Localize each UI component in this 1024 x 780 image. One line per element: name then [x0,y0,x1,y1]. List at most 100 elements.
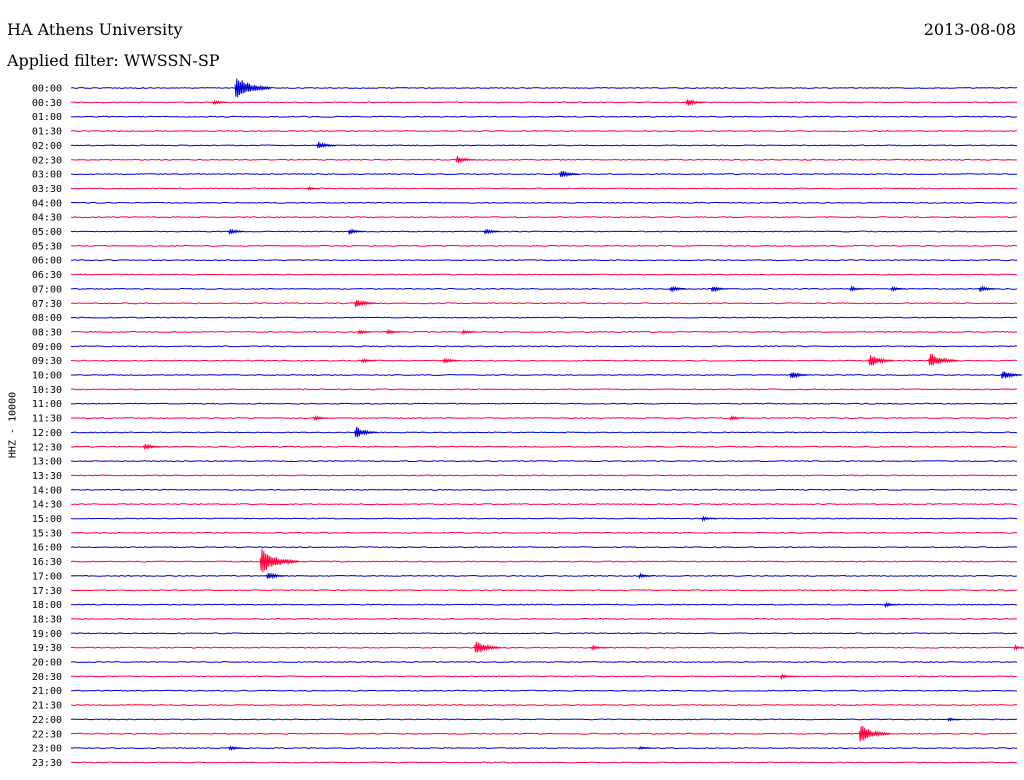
trace-0530 [70,244,1018,247]
row-label-1330: 13:30 [32,471,62,482]
row-label-1730: 17:30 [32,586,62,597]
event-burst-1930-37 [1013,643,1024,651]
trace-1100 [70,402,1018,405]
row-label-1200: 12:00 [32,428,62,439]
trace-0300 [70,173,1018,176]
row-label-2300: 23:00 [32,744,62,755]
event-burst-2200-39 [947,717,961,722]
row-label-2330: 23:30 [32,758,62,769]
event-burst-0700-10 [669,285,687,293]
event-burst-0500-8 [348,228,365,235]
trace-0330 [70,187,1018,190]
event-burst-0830-18 [461,329,477,336]
event-burst-0500-9 [483,228,501,236]
trace-0130 [70,130,1018,133]
row-label-0230: 02:30 [32,155,62,166]
row-label-1130: 11:30 [32,414,62,425]
event-burst-1130-26 [729,415,745,422]
row-label-1700: 17:00 [32,571,62,582]
row-label-1030: 10:30 [32,385,62,396]
trace-1430 [70,503,1018,506]
row-label-0700: 07:00 [32,284,62,295]
row-label-2200: 22:00 [32,715,62,726]
trace-0200 [70,144,1017,147]
trace-0030 [71,101,1018,104]
row-label-1000: 10:00 [32,371,62,382]
row-label-0200: 02:00 [32,141,62,152]
event-burst-1630-31 [259,548,300,573]
trace-1900 [70,632,1018,635]
event-burst-1130-25 [313,415,329,422]
station-title: HA Athens University [7,20,183,39]
trace-2130 [70,704,1018,707]
trace-0500 [70,230,1018,233]
event-burst-0030-2 [685,98,706,106]
event-burst-2300-41 [228,744,244,752]
trace-0400 [70,201,1018,204]
row-label-1100: 11:00 [32,399,62,410]
event-burst-0700-14 [978,285,996,293]
event-burst-1930-35 [474,641,502,653]
event-burst-0730-15 [354,299,376,308]
trace-1330 [70,474,1018,477]
event-burst-0500-7 [228,228,246,236]
row-label-0000: 00:00 [32,84,62,95]
event-burst-2030-38 [780,674,796,681]
event-burst-0700-13 [890,285,906,293]
filter-label: Applied filter: WWSSN-SP [7,51,220,70]
event-burst-0830-16 [357,329,373,335]
row-label-0600: 06:00 [32,256,62,267]
event-burst-1700-33 [638,572,654,580]
trace-0700 [70,287,1018,290]
event-burst-2300-42 [638,745,652,750]
row-label-0430: 04:30 [32,213,62,224]
trace-0600 [70,259,1017,262]
trace-0800 [71,316,1018,319]
event-burst-1000-23 [789,372,810,379]
row-label-1800: 18:00 [32,600,62,611]
row-label-0100: 01:00 [32,112,62,123]
row-label-1430: 14:30 [32,500,62,511]
event-burst-0700-11 [710,286,728,293]
trace-2200 [70,718,1018,721]
row-label-2000: 20:00 [32,658,62,669]
event-burst-0930-20 [442,357,460,365]
event-burst-0930-19 [360,358,376,364]
row-label-2030: 20:30 [32,672,62,683]
event-burst-0700-12 [849,284,865,293]
row-label-0330: 03:30 [32,184,62,195]
trace-0900 [70,345,1017,348]
row-label-0830: 08:30 [32,327,62,338]
trace-0930 [70,359,1018,362]
trace-1730 [70,589,1018,592]
event-burst-0830-17 [385,328,401,335]
row-label-0030: 00:30 [32,98,62,109]
row-label-1500: 15:00 [32,514,62,525]
trace-1800 [71,603,1018,606]
row-label-0800: 08:00 [32,313,62,324]
trace-1600 [70,546,1018,549]
trace-1030 [70,388,1018,391]
event-burst-1800-34 [884,601,900,609]
row-label-0400: 04:00 [32,198,62,209]
row-label-2100: 21:00 [32,686,62,697]
row-label-0530: 05:30 [32,241,62,252]
trace-1530 [70,531,1018,534]
trace-0430 [70,216,1018,219]
row-label-0130: 01:30 [32,127,62,138]
row-label-0500: 05:00 [32,227,62,238]
row-label-1600: 16:00 [32,543,62,554]
trace-1000 [71,374,1017,376]
row-label-1830: 18:30 [32,614,62,625]
event-burst-1200-27 [354,426,378,438]
row-label-0300: 03:00 [32,170,62,181]
trace-0230 [70,158,1018,161]
date-label: 2013-08-08 [923,20,1016,39]
event-burst-0000-0 [234,78,272,98]
event-burst-0930-22 [928,353,958,366]
trace-1230 [70,445,1018,448]
row-label-1530: 15:30 [32,528,62,539]
trace-0730 [71,302,1018,305]
row-label-0630: 06:30 [32,270,62,281]
trace-1200 [70,431,1018,434]
